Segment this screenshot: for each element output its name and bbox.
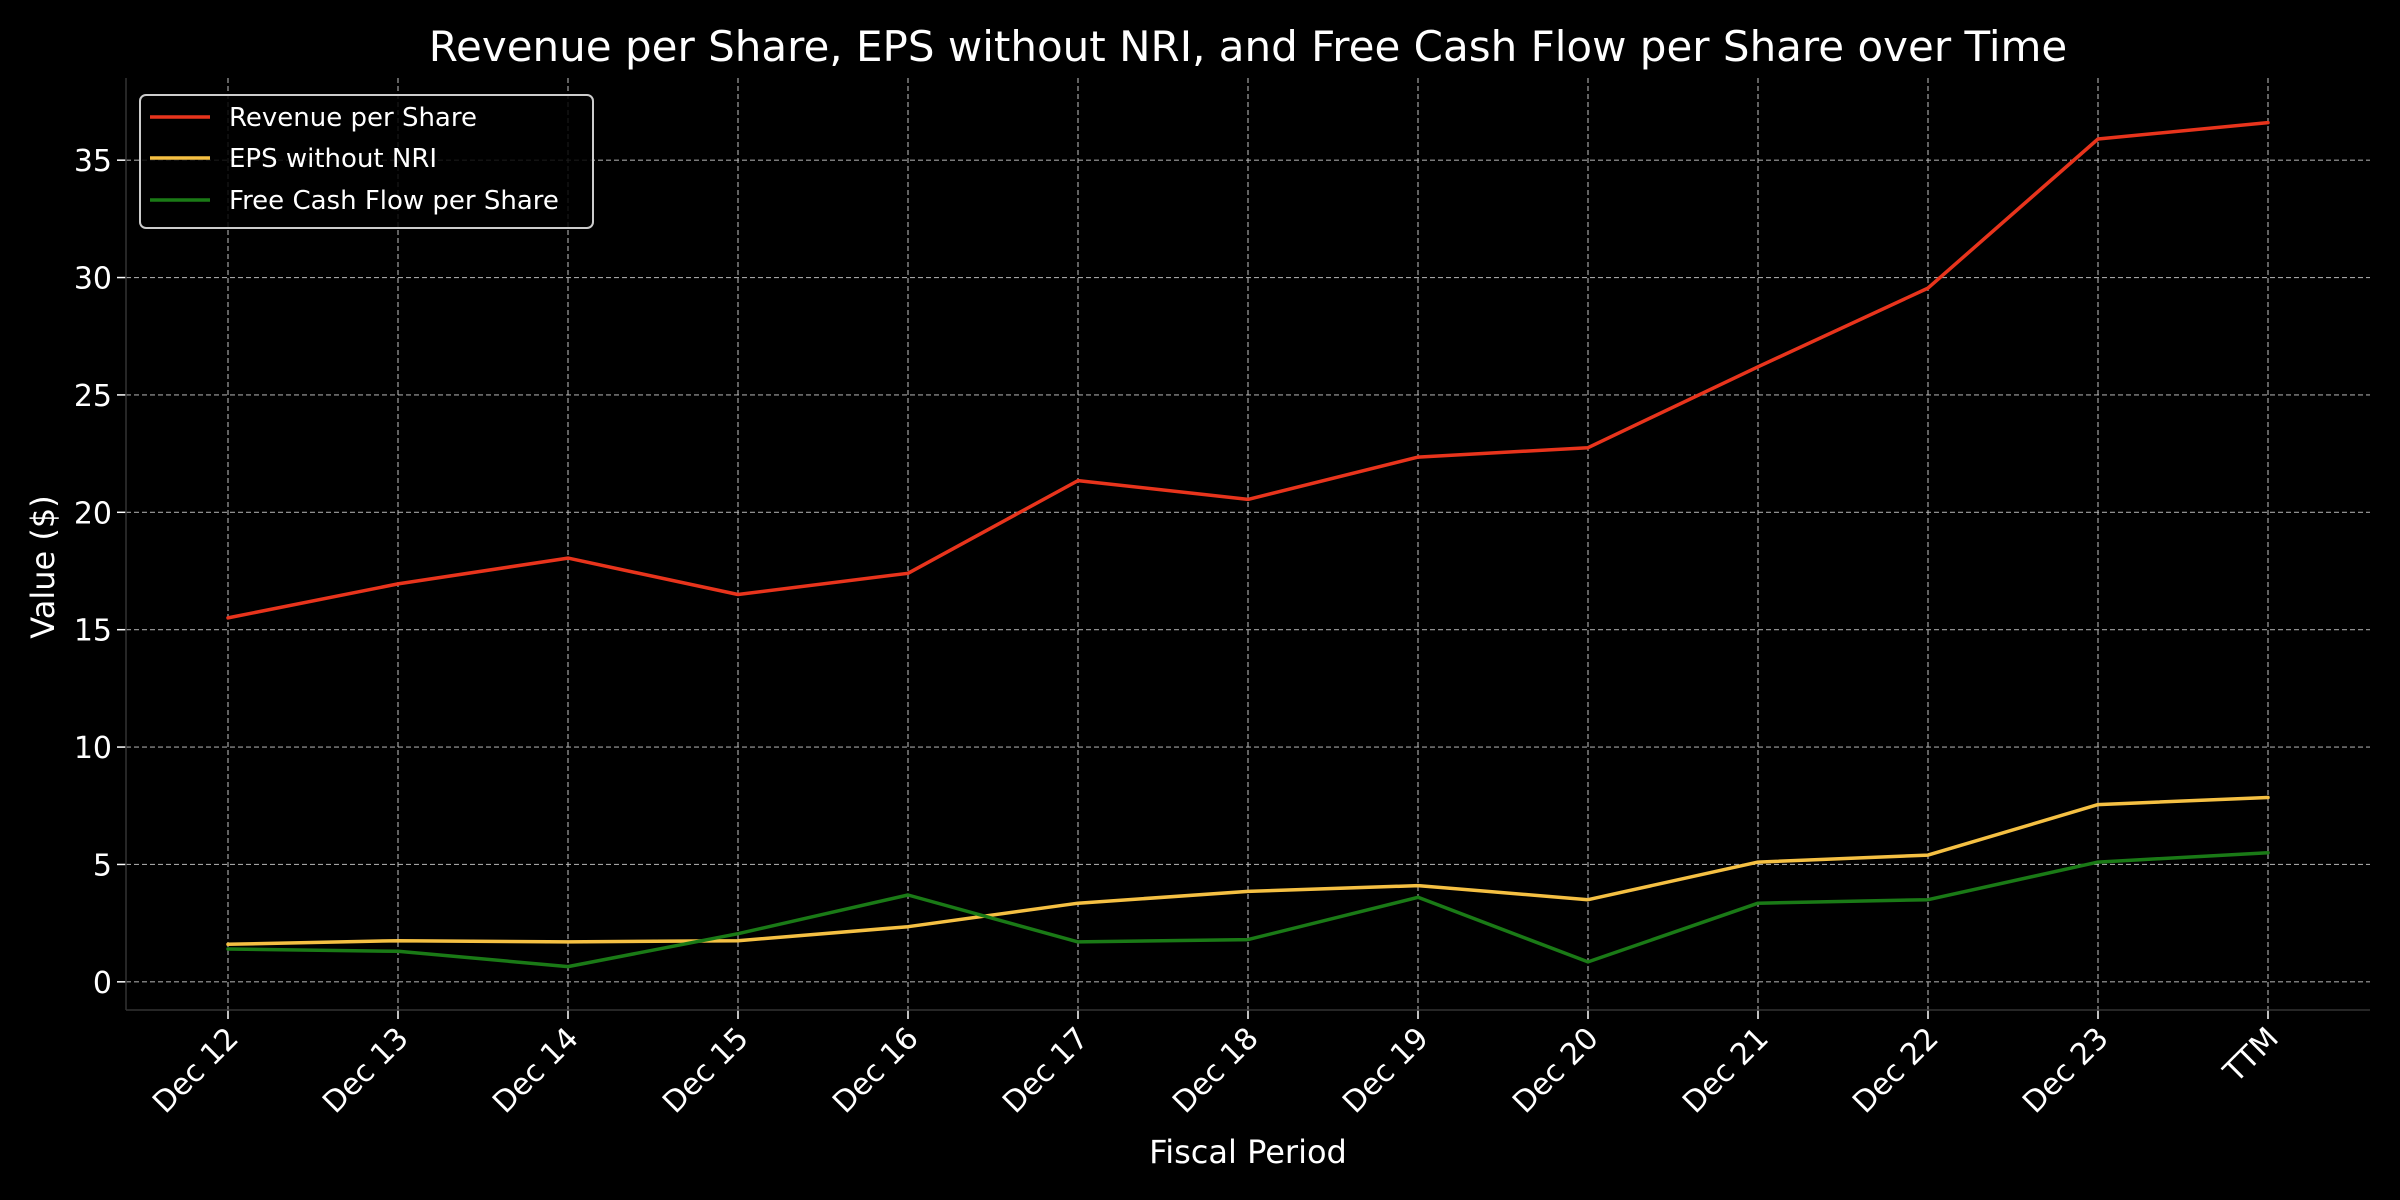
- y-tick-label: 0: [93, 966, 112, 1001]
- y-tick-label: 25: [74, 379, 112, 414]
- x-axis-label: Fiscal Period: [1149, 1133, 1347, 1171]
- y-tick-label: 15: [74, 614, 112, 649]
- y-tick-label: 30: [74, 262, 112, 297]
- series-line-0: [226, 120, 2270, 620]
- y-tick-label: 10: [74, 731, 112, 766]
- legend: Revenue per Share EPS without NRI Free C…: [139, 94, 594, 229]
- series-line-2: [226, 850, 2270, 969]
- series-line-1: [226, 795, 2270, 947]
- y-tick-label: 35: [74, 144, 112, 179]
- y-tick-label: 5: [93, 848, 112, 883]
- legend-label-fcf: Free Cash Flow per Share: [229, 186, 559, 216]
- legend-label-eps: EPS without NRI: [229, 144, 437, 174]
- legend-box: [139, 94, 594, 229]
- y-axis-label: Value ($): [24, 495, 62, 638]
- chart-title: Revenue per Share, EPS without NRI, and …: [429, 22, 2068, 71]
- series-lines: [226, 120, 2270, 969]
- y-tick-label: 20: [74, 496, 112, 531]
- legend-label-revenue: Revenue per Share: [229, 103, 477, 133]
